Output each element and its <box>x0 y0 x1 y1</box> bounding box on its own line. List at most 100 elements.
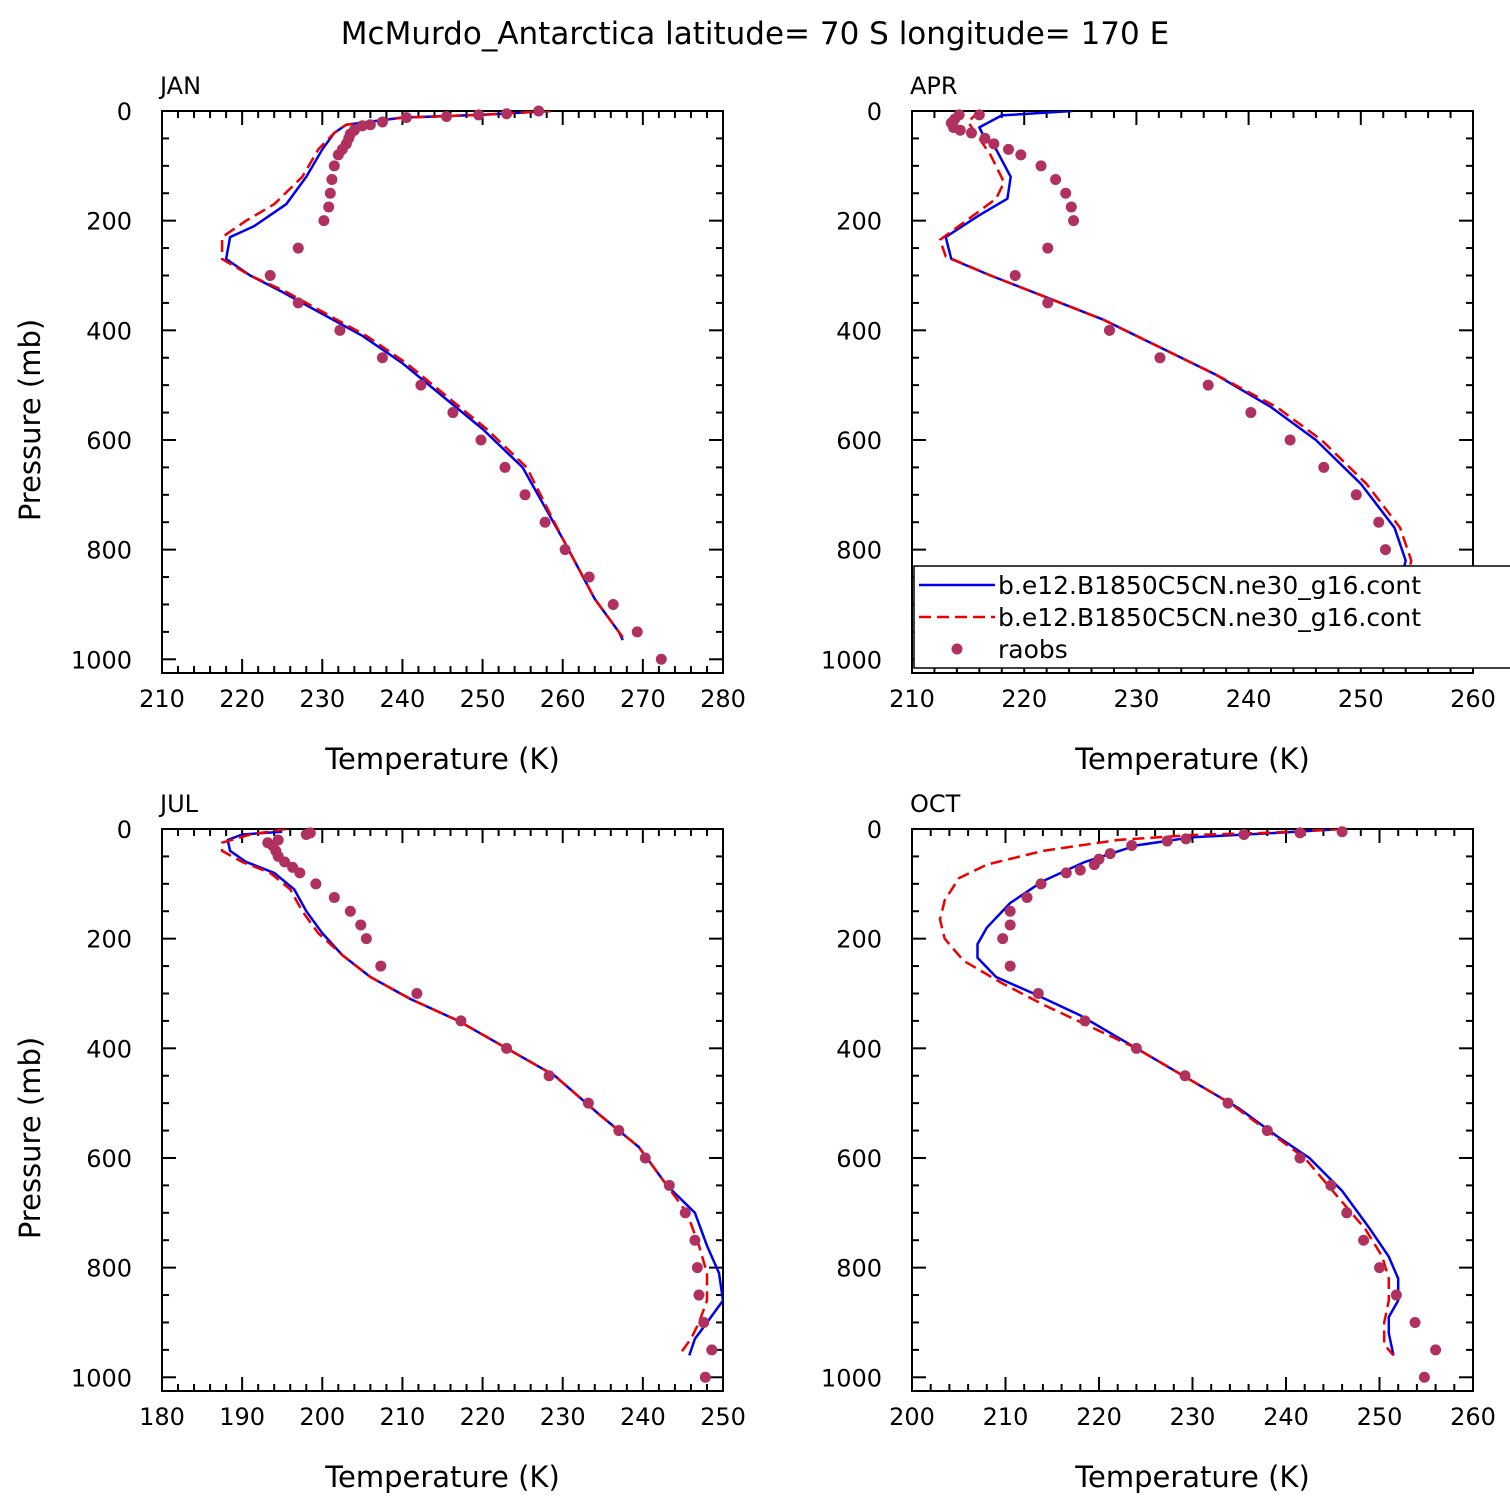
y-tick-label: 0 <box>117 98 132 126</box>
x-tick-label: 230 <box>540 1403 586 1431</box>
raobs-point <box>1074 864 1086 876</box>
raobs-point <box>1015 149 1027 161</box>
raobs-point <box>300 828 312 840</box>
raobs-point <box>699 1371 711 1383</box>
x-tick-label: 250 <box>1338 685 1384 713</box>
panel-title: JUL <box>158 790 199 818</box>
y-tick-label: 1000 <box>821 646 882 674</box>
raobs-point <box>1358 1234 1370 1246</box>
y-tick-label: 200 <box>86 926 132 954</box>
x-tick-label: 260 <box>540 685 586 713</box>
raobs-point <box>706 1344 718 1356</box>
x-tick-label: 220 <box>219 685 265 713</box>
raobs-point <box>323 201 335 213</box>
y-tick-label: 1000 <box>71 1364 132 1392</box>
figure-title: McMurdo_Antarctica latitude= 70 S longit… <box>341 16 1169 52</box>
raobs-point <box>501 1042 513 1054</box>
raobs-point <box>499 461 511 473</box>
plot-frame <box>161 828 724 1392</box>
raobs-point <box>693 1289 705 1301</box>
panel-title: APR <box>910 72 958 100</box>
raobs-point <box>356 120 368 132</box>
raobs-point <box>1088 859 1100 871</box>
y-tick-label: 1000 <box>821 1364 882 1392</box>
raobs-point <box>332 149 344 161</box>
raobs-point <box>360 933 372 945</box>
raobs-point <box>1179 1070 1191 1082</box>
raobs-point <box>328 892 340 904</box>
raobs-point <box>294 867 306 879</box>
raobs-point <box>639 1152 651 1164</box>
raobs-point <box>1202 379 1214 391</box>
y-tick-label: 600 <box>836 427 882 455</box>
raobs-point <box>698 1316 710 1328</box>
raobs-point <box>1103 324 1115 336</box>
raobs-point <box>447 407 459 419</box>
legend-label: b.e12.B1850C5CN.ne30_g16.cont <box>998 603 1421 632</box>
y-tick-label: 800 <box>86 1255 132 1283</box>
panel-oct: 200 210 220 230 240 250 260 0 200 400 600 800 1000 OC… <box>821 790 1496 1494</box>
y-tick-label: 400 <box>86 1035 132 1063</box>
raobs-point <box>1068 215 1080 227</box>
raobs-point <box>1238 828 1250 840</box>
model-line-dashed <box>220 111 624 639</box>
x-tick-label: 190 <box>219 1403 265 1431</box>
raobs-point <box>475 434 487 446</box>
raobs-point <box>533 105 545 117</box>
raobs-point <box>1130 1042 1142 1054</box>
raobs-point <box>543 1070 555 1082</box>
raobs-point <box>1379 544 1391 556</box>
raobs-point <box>473 109 485 121</box>
raobs-point <box>1318 461 1330 473</box>
raobs-point <box>1336 826 1348 838</box>
panel-title: JAN <box>158 72 201 100</box>
raobs-point <box>1222 1097 1234 1109</box>
raobs-point <box>1042 297 1054 309</box>
x-tick-label: 220 <box>1076 1403 1122 1431</box>
raobs-point <box>1009 269 1021 281</box>
panel-title: OCT <box>910 790 961 818</box>
raobs-point <box>1050 174 1062 186</box>
raobs-point <box>655 653 667 665</box>
raobs-point <box>376 116 388 128</box>
raobs-point <box>400 112 412 124</box>
model-line-solid <box>224 111 624 641</box>
raobs-point <box>1060 187 1072 199</box>
raobs-point <box>1245 407 1257 419</box>
raobs-point <box>324 187 336 199</box>
raobs-point <box>1161 835 1173 847</box>
raobs-point <box>1104 848 1116 860</box>
x-tick-label: 250 <box>460 685 506 713</box>
raobs-point <box>364 119 376 131</box>
y-tick-label: 0 <box>867 816 882 844</box>
raobs-point <box>1374 1262 1385 1274</box>
raobs-point <box>1180 833 1192 845</box>
raobs-point <box>344 905 356 917</box>
raobs-point <box>1035 878 1047 890</box>
raobs-point <box>1373 516 1385 528</box>
raobs-point <box>292 297 304 309</box>
raobs-point <box>663 1179 675 1191</box>
x-tick-label: 210 <box>380 1403 426 1431</box>
plot-frame <box>161 110 724 674</box>
series-group <box>938 111 1413 644</box>
panel-jan: 210 220 230 240 250 260 270 280 0 200 400 600 800 100… <box>13 72 746 776</box>
raobs-point <box>318 215 330 227</box>
raobs-point <box>1032 987 1044 999</box>
x-tick-label: 270 <box>620 685 666 713</box>
x-axis-label: Temperature (K) <box>324 1460 560 1494</box>
raobs-point <box>582 1097 594 1109</box>
y-tick-label: 400 <box>836 317 882 345</box>
model-line-dashed <box>220 829 709 1357</box>
x-tick-label: 210 <box>139 685 185 713</box>
raobs-point <box>1126 839 1138 851</box>
raobs-point <box>1341 1207 1353 1219</box>
y-tick-label: 400 <box>836 1035 882 1063</box>
plot-frame <box>911 110 1474 674</box>
panel-jul: 180 190 200 210 220 230 240 250 0 200 400 600 800 100… <box>13 790 746 1494</box>
x-tick-label: 240 <box>1226 685 1272 713</box>
x-tick-label: 260 <box>1450 1403 1496 1431</box>
raobs-point <box>1430 1344 1442 1356</box>
model-line-dashed <box>938 829 1395 1357</box>
